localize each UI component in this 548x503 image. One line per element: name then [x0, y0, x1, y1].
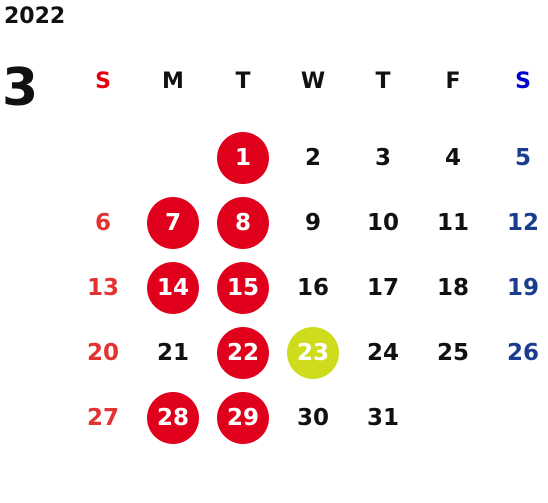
calendar-cell: 15 — [208, 255, 278, 320]
calendar-day-22[interactable]: 22 — [217, 326, 269, 379]
weekday-header-sunday: S — [95, 68, 111, 94]
calendar-cell: 27 — [68, 385, 138, 450]
calendar-cell: 3 — [348, 125, 418, 190]
calendar-cell: 19 — [488, 255, 548, 320]
calendar-day-2[interactable]: 2 — [304, 144, 321, 171]
calendar-day-18[interactable]: 18 — [436, 274, 469, 301]
calendar-day-17[interactable]: 17 — [366, 274, 399, 301]
calendar-cell: 29 — [208, 385, 278, 450]
calendar-cell: 13 — [68, 255, 138, 320]
calendar-cell: 1 — [208, 125, 278, 190]
weekday-header-tuesday: T — [235, 68, 251, 94]
calendar-day-4[interactable]: 4 — [444, 144, 461, 171]
calendar-cell: 9 — [278, 190, 348, 255]
calendar-day-11[interactable]: 11 — [436, 209, 469, 236]
calendar-cell: 22 — [208, 320, 278, 385]
calendar-cell: 8 — [208, 190, 278, 255]
calendar-cell: 24 — [348, 320, 418, 385]
calendar-cell: 16 — [278, 255, 348, 320]
calendar-day-5[interactable]: 5 — [514, 144, 531, 171]
calendar-day-15[interactable]: 15 — [217, 261, 269, 314]
calendar-day-3[interactable]: 3 — [374, 144, 391, 171]
calendar-day-20[interactable]: 20 — [86, 339, 119, 366]
calendar-day-29[interactable]: 29 — [217, 391, 269, 444]
calendar-day-28[interactable]: 28 — [147, 391, 199, 444]
calendar-cell: 25 — [418, 320, 488, 385]
calendar-day-14[interactable]: 14 — [147, 261, 199, 314]
calendar-cell: 17 — [348, 255, 418, 320]
calendar-cell: 28 — [138, 385, 208, 450]
calendar-cell: 31 — [348, 385, 418, 450]
calendar-cell — [488, 385, 548, 450]
calendar-cell: 30 — [278, 385, 348, 450]
calendar-day-16[interactable]: 16 — [296, 274, 329, 301]
calendar-cell: 14 — [138, 255, 208, 320]
calendar-cell: 26 — [488, 320, 548, 385]
calendar-cell: 5 — [488, 125, 548, 190]
calendar-day-26[interactable]: 26 — [506, 339, 539, 366]
calendar-cell: 10 — [348, 190, 418, 255]
calendar-day-13[interactable]: 13 — [86, 274, 119, 301]
calendar-day-30[interactable]: 30 — [296, 404, 329, 431]
calendar-month: 3 — [2, 58, 39, 118]
calendar-day-27[interactable]: 27 — [86, 404, 119, 431]
weekday-header-monday: M — [162, 68, 184, 94]
calendar-day-31[interactable]: 31 — [366, 404, 399, 431]
calendar-day-21[interactable]: 21 — [156, 339, 189, 366]
calendar-cell: 11 — [418, 190, 488, 255]
weekday-header-thursday: T — [375, 68, 391, 94]
calendar-day-23[interactable]: 23 — [287, 326, 339, 379]
calendar-day-24[interactable]: 24 — [366, 339, 399, 366]
calendar-cell — [138, 125, 208, 190]
calendar-cell: 23 — [278, 320, 348, 385]
calendar-cell — [418, 385, 488, 450]
calendar-day-7[interactable]: 7 — [147, 196, 199, 249]
calendar-cell: 4 — [418, 125, 488, 190]
calendar-day-6[interactable]: 6 — [94, 209, 111, 236]
calendar-cell: 20 — [68, 320, 138, 385]
calendar-day-12[interactable]: 12 — [506, 209, 539, 236]
calendar-day-25[interactable]: 25 — [436, 339, 469, 366]
calendar-day-8[interactable]: 8 — [217, 196, 269, 249]
calendar-grid: S M T W T F S 1 2 3 4 5 6 7 8 9 10 11 12 13 14 15 16 17 1… — [68, 60, 548, 450]
calendar-cell: 6 — [68, 190, 138, 255]
calendar-day-19[interactable]: 19 — [506, 274, 539, 301]
calendar-day-9[interactable]: 9 — [304, 209, 321, 236]
calendar-cell: 12 — [488, 190, 548, 255]
weekday-header-saturday: S — [515, 68, 531, 94]
calendar-day-10[interactable]: 10 — [366, 209, 399, 236]
calendar-year: 2022 — [4, 4, 66, 29]
calendar-cell: 21 — [138, 320, 208, 385]
calendar-day-1[interactable]: 1 — [217, 131, 269, 184]
calendar-cell: 7 — [138, 190, 208, 255]
weekday-header-friday: F — [445, 68, 461, 94]
calendar-cell: 2 — [278, 125, 348, 190]
weekday-header-wednesday: W — [300, 68, 326, 94]
calendar-cell: 18 — [418, 255, 488, 320]
calendar-cell — [68, 125, 138, 190]
